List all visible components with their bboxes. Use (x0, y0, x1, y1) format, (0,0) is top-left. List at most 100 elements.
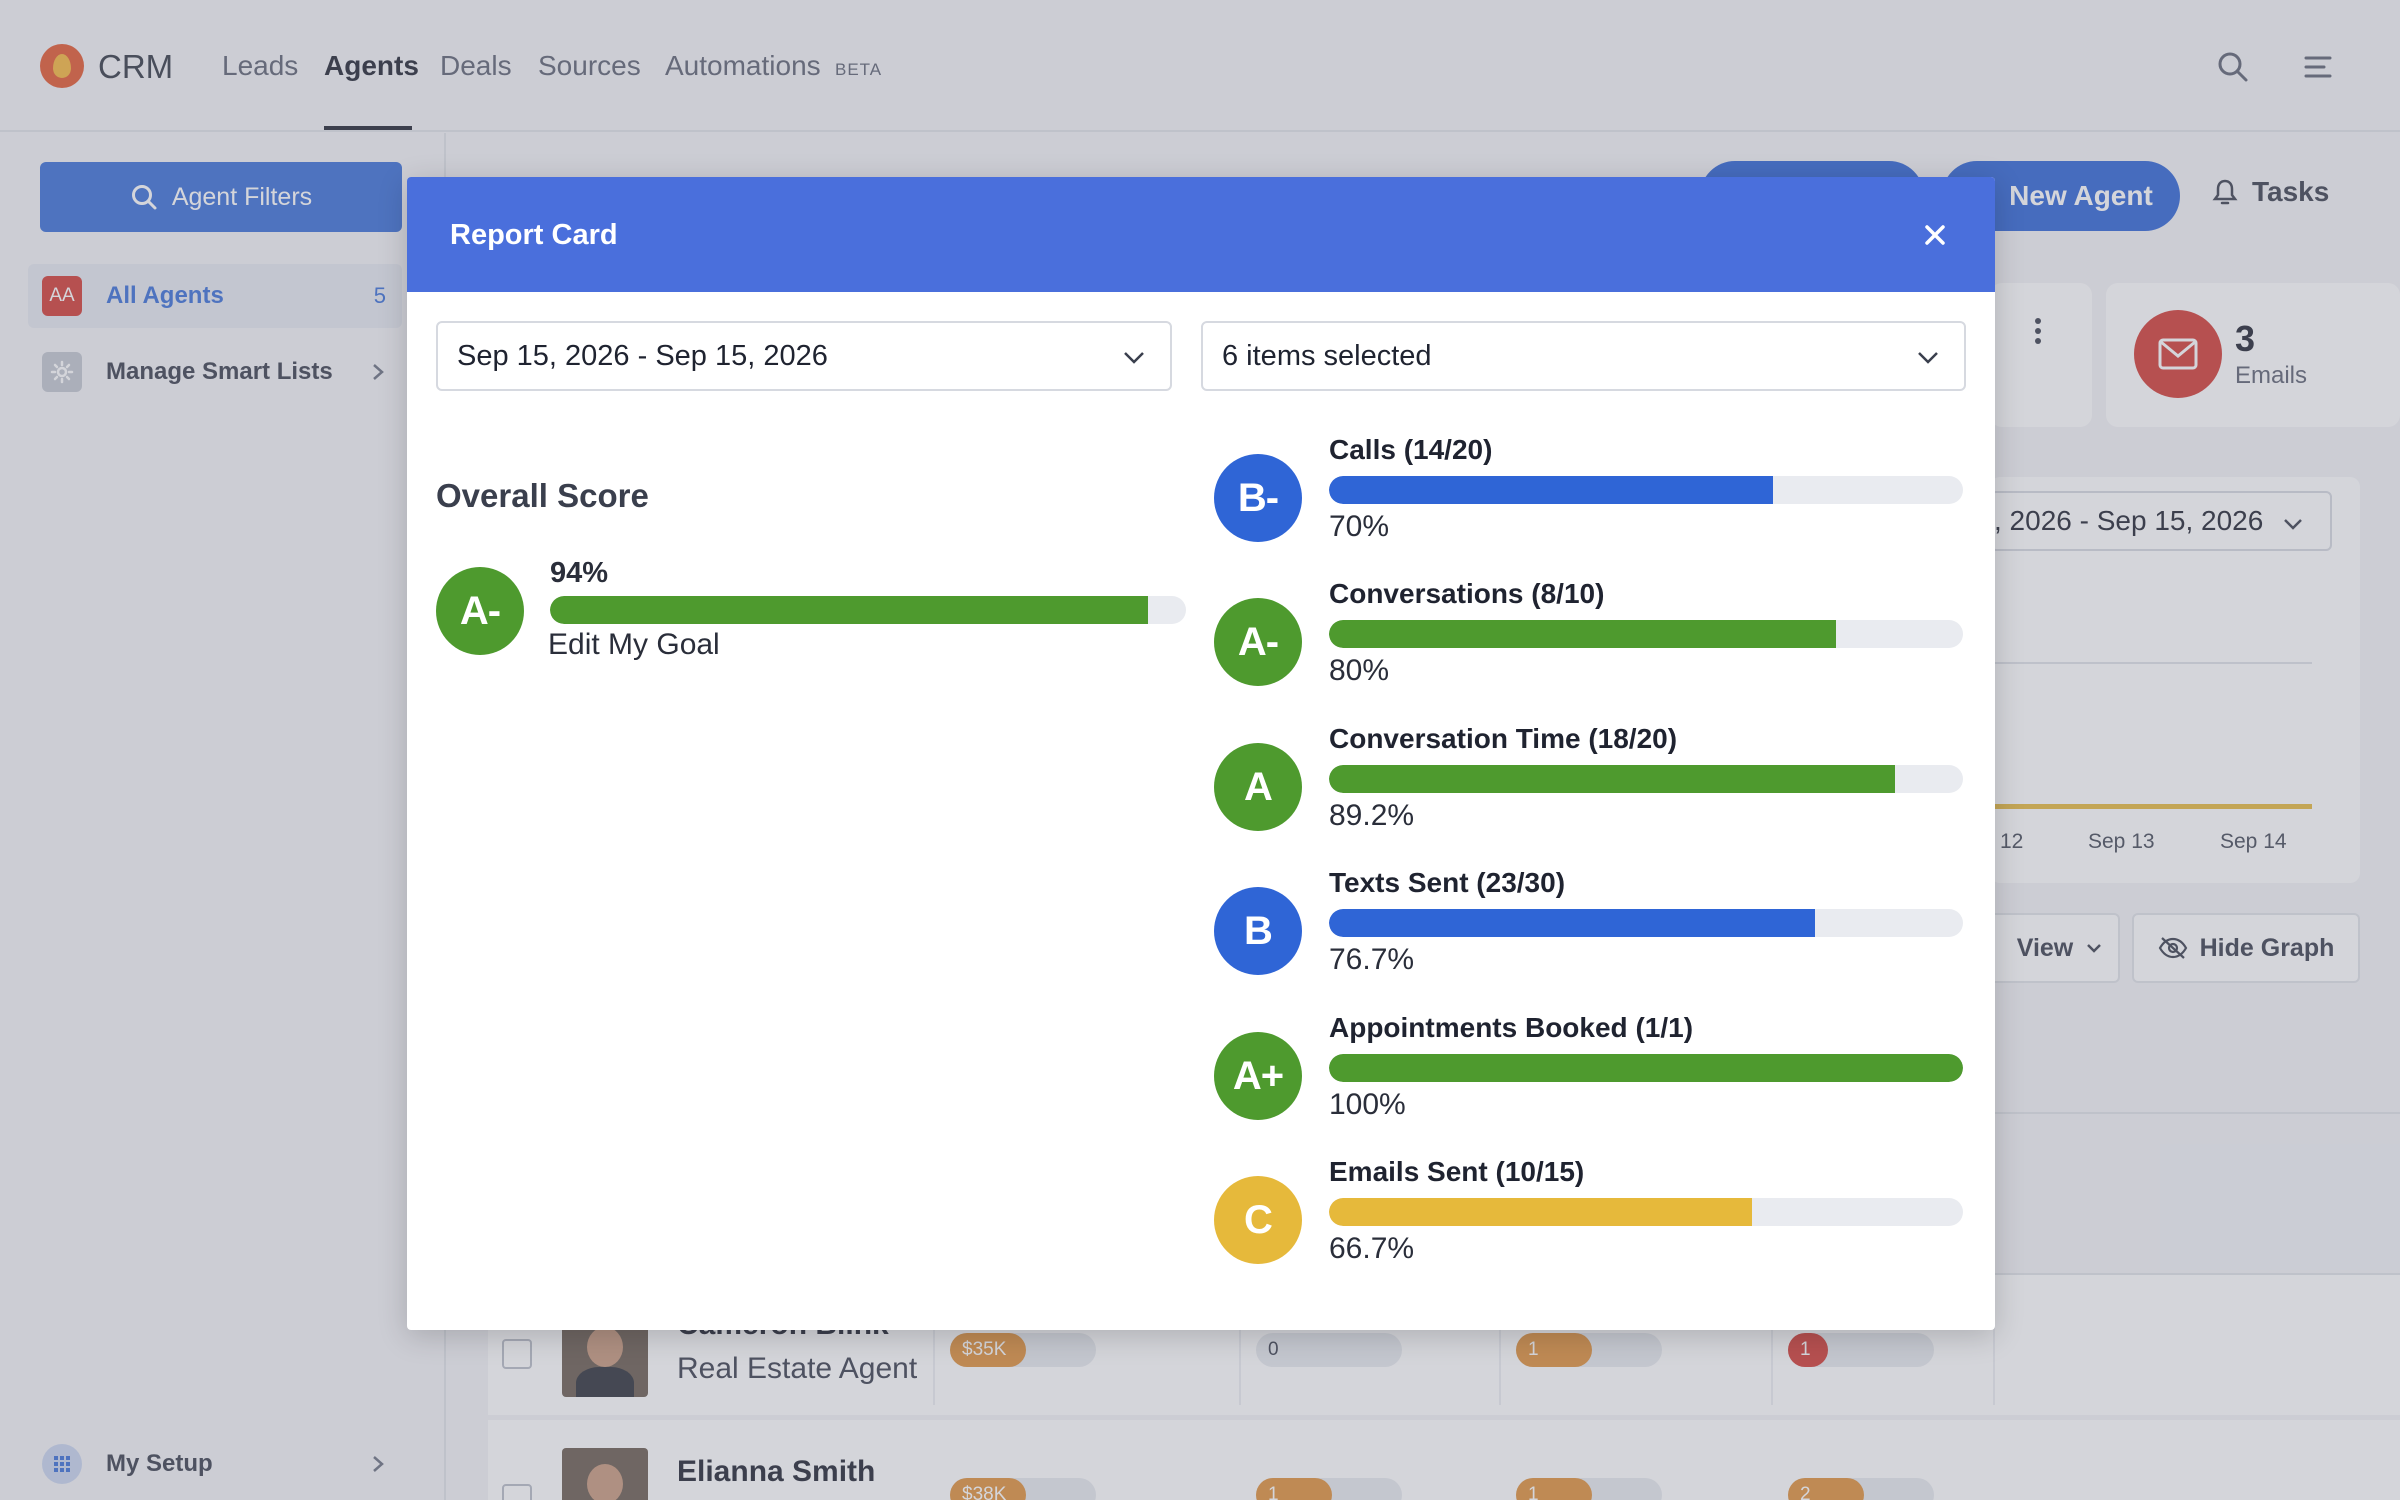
sidebar-item-label: Manage Smart Lists (106, 358, 333, 385)
agent-name[interactable]: Elianna Smith (677, 1455, 876, 1488)
agent-filters-button[interactable]: Agent Filters (40, 162, 402, 232)
metric-percent: 89.2% (1329, 799, 1415, 832)
metric-label: Appointments Booked (1/1) (1329, 1012, 1694, 1043)
metric-track (1256, 1333, 1402, 1367)
agent-count: 5 (373, 283, 386, 308)
search-icon[interactable] (2216, 50, 2250, 84)
gear-icon (42, 352, 82, 392)
avatar (562, 1448, 648, 1500)
graph-date-select[interactable]: , 2026 - Sep 15, 2026 (1990, 491, 2332, 551)
metric-label: Conversations (8/10) (1329, 578, 1605, 609)
nav-leads[interactable]: Leads (222, 50, 299, 81)
modal-title: Report Card (450, 219, 618, 251)
sidebar-item-label: My Setup (106, 1450, 213, 1477)
metric-label: Emails Sent (10/15) (1329, 1156, 1585, 1187)
metric-percent: 76.7% (1329, 943, 1415, 976)
brand-name[interactable]: CRM (98, 48, 174, 85)
sidebar-item-all-agents[interactable]: AA All Agents 5 (28, 264, 402, 328)
tasks-button[interactable]: Tasks (2212, 176, 2329, 208)
metric-chip: $35K (950, 1333, 1026, 1367)
metric-chip: $38K (950, 1478, 1026, 1500)
chevron-down-icon (1918, 352, 1938, 364)
overall-grade-badge: A- (436, 567, 524, 655)
graph-tick: Sep 13 (2088, 830, 2155, 853)
edit-goal-link[interactable]: Edit My Goal (548, 628, 720, 661)
metrics-select[interactable]: 6 items selected (1201, 321, 1966, 391)
nav-automations[interactable]: Automations (665, 50, 821, 81)
metric-chip: 2 (1788, 1478, 1864, 1500)
sidebar-item-my-setup[interactable]: My Setup (28, 1432, 402, 1496)
beta-badge: BETA (835, 60, 883, 79)
chevron-down-icon (1124, 352, 1144, 364)
graph-gridline (1990, 662, 2312, 664)
overall-score-percent: 94% (550, 557, 609, 589)
metric-progress-bar (1329, 765, 1963, 793)
nav-sources[interactable]: Sources (538, 50, 641, 81)
metric-grade-badge: C (1214, 1176, 1302, 1264)
row-checkbox[interactable] (502, 1484, 532, 1500)
metric-chip: 1 (1788, 1333, 1828, 1367)
overall-score-bar-fill (550, 596, 1148, 624)
hide-graph-button[interactable]: Hide Graph (2132, 913, 2360, 983)
grid-icon (42, 1444, 82, 1484)
column-divider (1239, 1285, 1241, 1405)
overall-score-title: Overall Score (436, 477, 649, 514)
bell-icon (2212, 179, 2238, 205)
more-vertical-icon[interactable] (2034, 317, 2042, 345)
metric-percent: 100% (1329, 1088, 1406, 1121)
graph-series-line (1990, 804, 2312, 809)
modal-header: Report Card (407, 177, 1995, 292)
sidebar: Agent Filters AA All Agents 5 Manage Sma… (0, 133, 446, 1500)
column-divider (1499, 1285, 1501, 1405)
nav-agents[interactable]: Agents (324, 50, 419, 81)
metric-progress-bar (1329, 909, 1963, 937)
nav-deals[interactable]: Deals (440, 50, 512, 81)
metric-progress-fill (1329, 476, 1773, 504)
search-icon (131, 185, 157, 210)
metric-progress-fill (1329, 909, 1816, 937)
hide-graph-label: Hide Graph (2199, 933, 2335, 962)
metric-grade-badge: B (1214, 887, 1302, 975)
nav-active-indicator (324, 126, 412, 130)
all-agents-badge: AA (42, 276, 82, 316)
emails-label: Emails (2235, 362, 2308, 389)
view-label: View (2016, 933, 2074, 962)
stat-card-partial (1990, 283, 2092, 427)
graph-tick: 12 (2000, 830, 2024, 853)
metric-chip: 1 (1516, 1478, 1592, 1500)
agent-filters-label: Agent Filters (171, 182, 313, 211)
graph-tick: Sep 14 (2220, 830, 2287, 853)
table-row[interactable] (488, 1420, 2400, 1500)
column-divider (1771, 1285, 1773, 1405)
chevron-right-icon (373, 1456, 384, 1472)
metric-progress-bar (1329, 476, 1963, 504)
metric-percent: 66.7% (1329, 1232, 1415, 1265)
metric-progress-fill (1329, 765, 1895, 793)
sidebar-item-manage-smart-lists[interactable]: Manage Smart Lists (28, 340, 402, 404)
report-card-modal: Report Card Sep 15, 2026 - Sep 15, 2026 … (407, 177, 1995, 1330)
date-range-value: Sep 15, 2026 - Sep 15, 2026 (457, 339, 828, 372)
emails-count: 3 (2235, 318, 2256, 359)
chevron-right-icon (373, 364, 384, 380)
metric-progress-fill (1329, 1198, 1752, 1226)
new-agent-label: New Agent (2009, 180, 2153, 211)
column-divider (1993, 1285, 1995, 1405)
metric-label: Calls (14/20) (1329, 434, 1493, 465)
tasks-label: Tasks (2252, 176, 2330, 207)
emails-icon (2134, 310, 2222, 398)
date-range-select[interactable]: Sep 15, 2026 - Sep 15, 2026 (436, 321, 1172, 391)
row-checkbox[interactable] (502, 1339, 532, 1369)
sidebar-item-label: All Agents (106, 282, 224, 309)
menu-icon[interactable] (2302, 50, 2336, 84)
metric-progress-bar (1329, 620, 1963, 648)
metric-label: Conversation Time (18/20) (1329, 723, 1678, 754)
metrics-select-value: 6 items selected (1222, 339, 1432, 372)
overall-score-bar (550, 596, 1186, 624)
eye-off-icon (2158, 937, 2187, 959)
crm-logo-icon[interactable] (40, 44, 84, 88)
metric-grade-badge: A+ (1214, 1032, 1302, 1120)
metric-chip: 0 (1268, 1339, 1279, 1360)
metric-progress-fill (1329, 620, 1837, 648)
metric-grade-badge: A- (1214, 598, 1302, 686)
close-icon[interactable] (1913, 213, 1957, 257)
